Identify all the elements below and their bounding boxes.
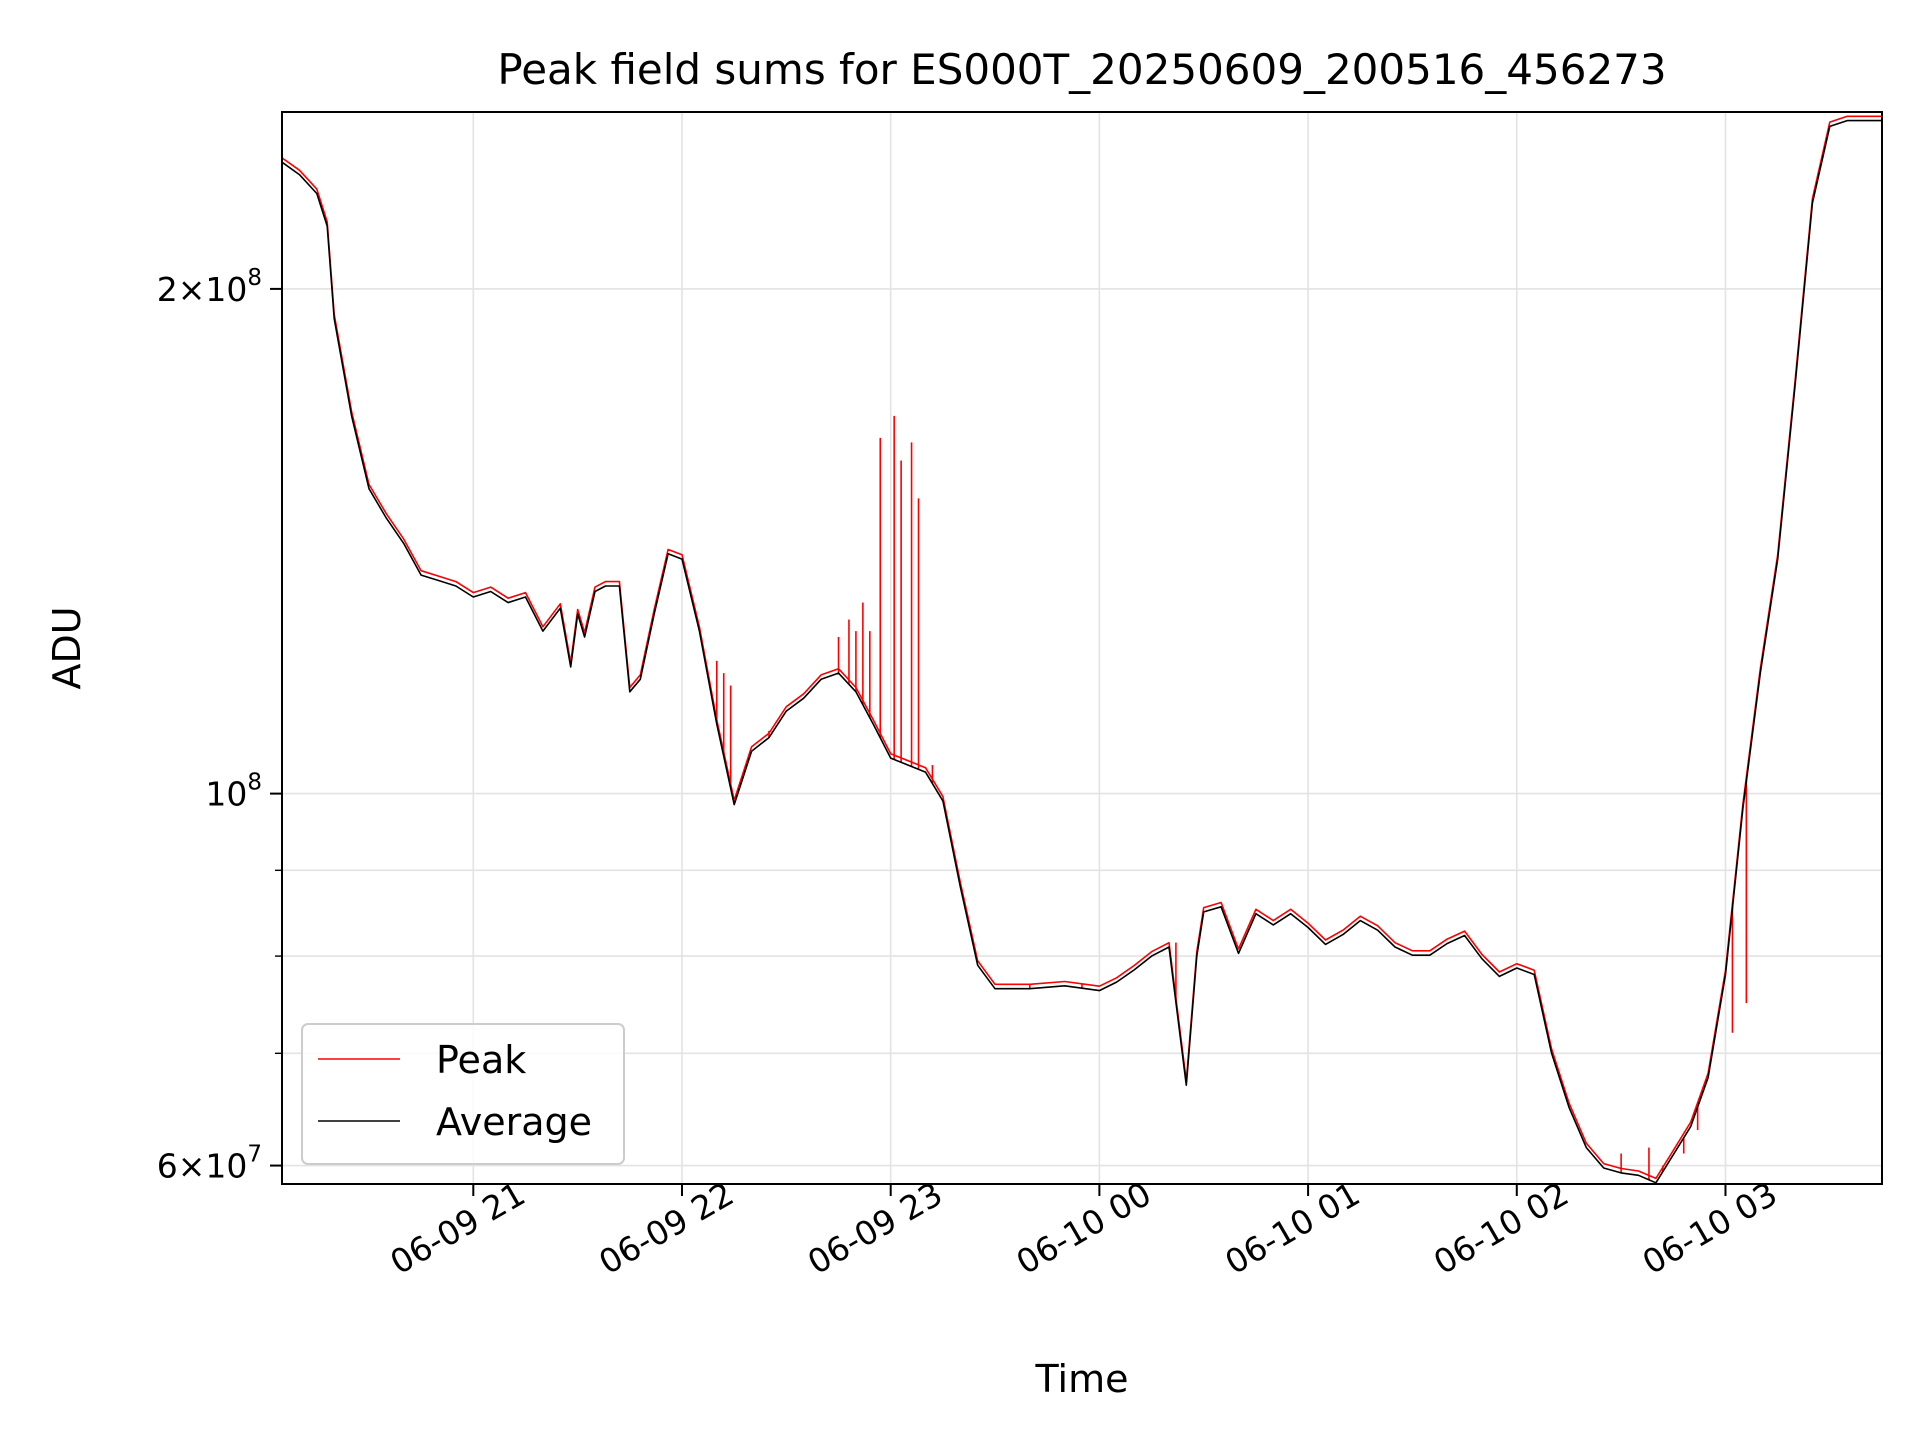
legend-label-peak: Peak [436,1038,526,1082]
plot-frame [281,111,1883,1185]
y-tick-times: × [178,270,206,309]
series-line-peak [281,115,1882,1180]
y-tick-base-ten: 10 [205,775,247,814]
y-axis-label: ADU [45,606,89,689]
x-axis-label: Time [1035,1357,1129,1401]
y-tick-label: 6×107 [157,1142,262,1186]
y-tick-base-ten: 10 [205,270,247,309]
series-line-average [281,119,1882,1184]
y-tick-exponent: 7 [247,1142,262,1168]
y-tick-label: 2×108 [157,265,262,309]
grid [282,112,1882,1184]
y-tick-exponent: 8 [247,265,262,291]
y-tick-mantissa: 6 [157,1147,178,1186]
y-tick-mantissa: 2 [157,270,178,309]
y-tick-label: 108 [205,770,262,814]
y-tick-exponent: 8 [247,770,262,796]
chart-title: Peak field sums for ES000T_20250609_2005… [497,45,1666,94]
y-tick-times: × [178,1147,206,1186]
legend-label-average: Average [436,1100,592,1144]
series-layer [281,115,1882,1184]
y-tick-base-ten: 10 [205,1147,247,1186]
legend: Peak Average [301,1023,625,1165]
